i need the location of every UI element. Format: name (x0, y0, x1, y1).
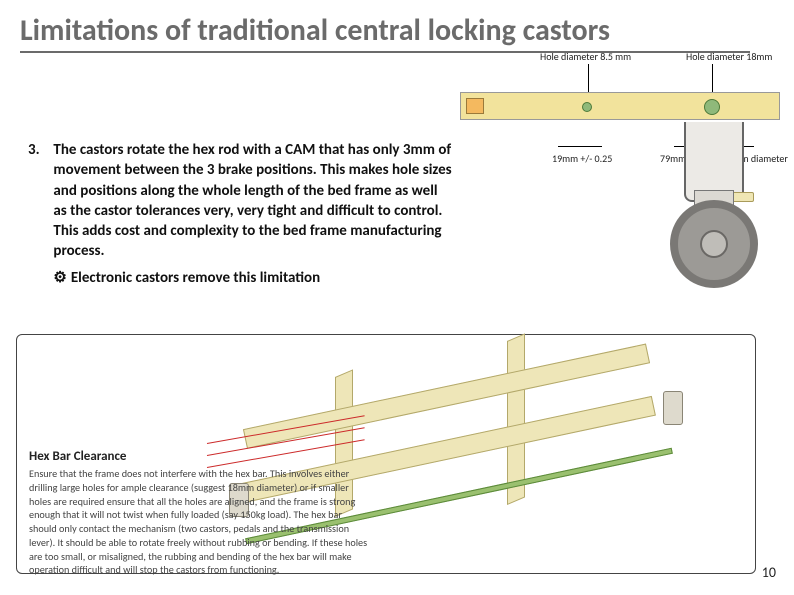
castor-wheel-hub (700, 230, 728, 258)
hole-small (582, 102, 592, 112)
castor-spec-diagram: Hole diameter 8.5 mm Hole diameter 18mm … (460, 50, 780, 320)
list-index: 3. (28, 140, 50, 160)
hole-large (704, 99, 720, 115)
page-number: 10 (762, 564, 776, 581)
text-list-item: 3. The castors rotate the hex rod with a… (28, 140, 458, 288)
dim-label-left: 19mm +/- 0.25 (552, 152, 612, 165)
dim-arrow-left (558, 146, 602, 147)
frame-bar (460, 92, 780, 120)
end-cap-right (663, 391, 683, 425)
frame-beam-horizontal-1 (243, 344, 650, 449)
list-main-text: The castors rotate the hex rod with a CA… (53, 141, 451, 260)
gear-icon: ⚙ (53, 268, 66, 288)
castor-wheel-assembly (664, 122, 764, 310)
hex-bar-body-text: Ensure that the frame does not interfere… (29, 467, 369, 577)
slide-title: Limitations of traditional central locki… (20, 12, 750, 53)
bar-end-block (466, 98, 484, 114)
list-bullet-text: Electronic castors remove this limitatio… (71, 269, 320, 287)
callout-hole-small: Hole diameter 8.5 mm (540, 50, 631, 63)
list-bullet-line: ⚙ Electronic castors remove this limitati… (53, 268, 453, 288)
list-body: The castors rotate the hex rod with a CA… (53, 140, 453, 288)
slide-page: Limitations of traditional central locki… (0, 0, 794, 595)
hex-bar-title: Hex Bar Clearance (29, 449, 126, 464)
hex-bar-panel: Hex Bar Clearance Ensure that the frame … (16, 334, 756, 574)
callout-hole-large: Hole diameter 18mm (686, 50, 772, 63)
